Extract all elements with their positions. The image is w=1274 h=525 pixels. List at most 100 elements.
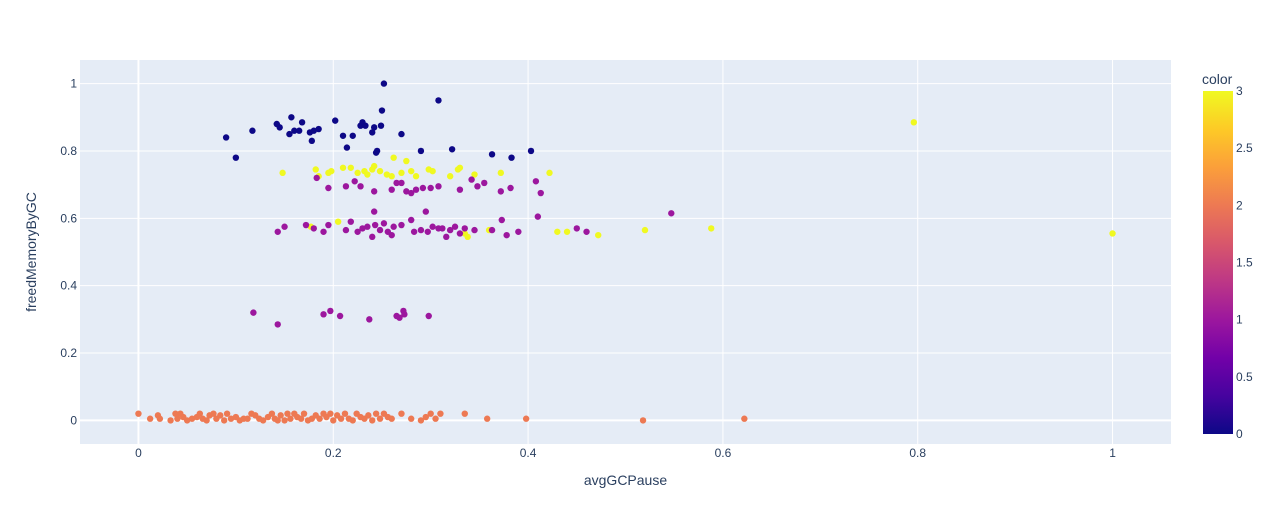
data-point [554,228,561,235]
colorbar-tick-label: 1 [1236,313,1243,327]
data-point [354,169,361,177]
data-point [203,417,210,424]
data-point [419,184,427,192]
data-point [456,186,464,193]
data-point [380,220,388,227]
data-point [451,223,459,230]
data-point [371,221,379,229]
data-point [372,410,380,417]
data-point [376,226,384,234]
data-point [343,144,351,151]
data-point [403,188,410,195]
data-point [393,179,400,187]
data-point [537,189,544,197]
data-point [196,410,204,417]
data-point [471,171,478,178]
data-point [310,225,317,232]
data-point [325,184,332,192]
data-point [354,228,361,235]
data-point [439,225,446,232]
data-point [327,410,334,417]
data-point [281,223,288,230]
y-tick-label: 0.6 [60,211,77,225]
data-point [362,122,369,129]
data-point [1109,230,1116,237]
data-point [488,226,496,234]
data-point [370,124,378,131]
data-point [250,309,257,316]
data-point [313,174,320,182]
data-point [422,208,430,215]
data-point [435,97,442,104]
colorbar-tick-label: 1.5 [1236,256,1253,270]
data-point [481,179,488,187]
data-point [276,124,283,131]
data-point [910,119,918,126]
data-point [641,226,649,234]
data-point [286,130,293,138]
data-point [446,173,454,180]
data-point [365,412,372,419]
data-point [583,228,590,235]
data-point [534,213,542,220]
data-point [349,417,356,424]
data-point [349,132,356,139]
data-point [370,188,378,195]
data-point [328,167,335,175]
data-point [417,417,425,424]
data-point [274,228,281,235]
data-point [342,183,350,190]
data-point [497,169,505,177]
data-point [369,233,376,241]
data-point [410,228,418,235]
data-point [741,415,748,422]
plot-background [80,60,1171,444]
data-point [320,311,327,318]
data-point [320,228,327,235]
data-point [708,225,715,232]
y-axis-label: freedMemoryByGC [23,192,39,312]
data-point [288,114,295,121]
data-point [429,167,436,175]
data-point [417,226,425,234]
data-point [249,127,256,134]
data-point [446,226,454,234]
data-point [188,415,196,422]
data-point [532,178,540,185]
data-point [527,147,535,155]
data-point [274,417,281,424]
colorbar-tick-label: 2 [1236,198,1243,212]
data-point [279,169,286,177]
data-point [398,169,405,177]
data-point [388,415,395,422]
data-point [639,417,647,424]
data-point [357,183,364,190]
data-point [337,415,345,422]
data-point [383,171,391,178]
data-point [295,127,303,134]
data-point [341,410,349,417]
data-point [515,228,522,235]
data-point [443,233,450,241]
data-point [483,415,491,422]
data-point [268,410,276,417]
x-tick-label: 1 [1109,446,1116,460]
data-point [217,412,224,419]
data-point [456,164,464,171]
data-point [359,225,366,232]
data-point [135,410,142,417]
y-tick-label: 0.8 [60,144,77,158]
data-point [174,415,181,422]
data-point [227,415,235,422]
data-point [366,316,373,323]
data-point [284,410,291,417]
data-point [417,147,425,155]
data-point [412,173,420,180]
data-point [334,218,342,225]
data-point [300,410,308,417]
data-point [325,221,332,229]
y-tick-label: 1 [70,77,77,91]
colorbar-ticks: 0 0.5 1 1.5 2 2.5 3 [1236,84,1253,441]
x-axis-label: avgGCPause [584,472,667,488]
data-point [330,417,337,424]
